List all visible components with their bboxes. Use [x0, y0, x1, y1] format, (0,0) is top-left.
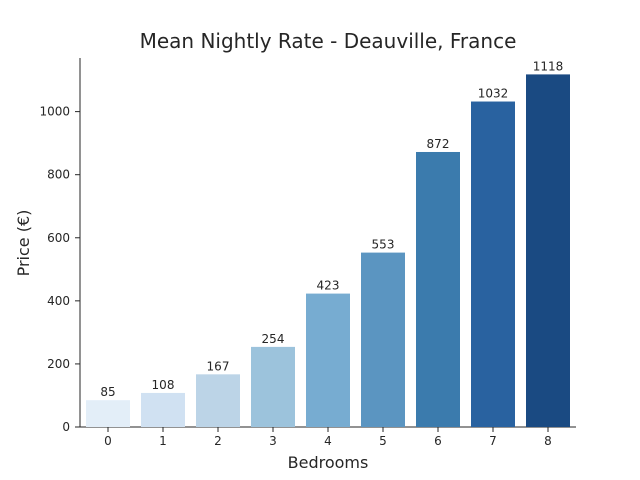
x-tick-label-7: 7 — [489, 434, 497, 448]
data-label-0: 85 — [100, 385, 115, 399]
x-tick-label-0: 0 — [104, 434, 112, 448]
data-label-6: 872 — [427, 137, 450, 151]
x-tick-label-3: 3 — [269, 434, 277, 448]
data-label-3: 254 — [262, 332, 285, 346]
y-tick-label-0: 0 — [62, 420, 70, 434]
y-tick-label-800: 800 — [47, 168, 70, 182]
y-tick-label-600: 600 — [47, 231, 70, 245]
x-tick-label-2: 2 — [214, 434, 222, 448]
y-axis-label: Price (€) — [14, 210, 33, 277]
data-label-4: 423 — [317, 279, 340, 293]
x-tick-label-4: 4 — [324, 434, 332, 448]
data-label-2: 167 — [207, 359, 230, 373]
y-tick-label-200: 200 — [47, 357, 70, 371]
y-tick-label-1000: 1000 — [39, 105, 70, 119]
bar-5 — [361, 252, 405, 427]
x-tick-label-6: 6 — [434, 434, 442, 448]
y-ticks-group: 0 200 400 600 800 1000 — [39, 105, 80, 434]
x-tick-label-8: 8 — [544, 434, 552, 448]
bar-7 — [471, 101, 515, 428]
y-tick-label-400: 400 — [47, 294, 70, 308]
chart-title: Mean Nightly Rate - Deauville, France — [140, 29, 517, 53]
bar-6 — [416, 151, 460, 427]
bar-2 — [196, 374, 240, 427]
bar-0 — [86, 400, 130, 427]
bars-group — [86, 74, 570, 428]
data-label-7: 1032 — [478, 87, 509, 101]
bar-3 — [251, 346, 295, 427]
x-ticks-group: 0 1 2 3 4 5 6 7 8 — [104, 427, 552, 448]
data-labels-group: 85 108 167 254 423 553 872 1032 1118 — [100, 59, 563, 399]
x-tick-label-1: 1 — [159, 434, 167, 448]
bar-8 — [526, 74, 570, 428]
data-label-8: 1118 — [533, 59, 564, 73]
x-axis-label: Bedrooms — [288, 453, 369, 472]
x-tick-label-5: 5 — [379, 434, 387, 448]
data-label-1: 108 — [152, 378, 175, 392]
data-label-5: 553 — [372, 238, 395, 252]
bar-1 — [141, 392, 185, 427]
bar-4 — [306, 293, 350, 427]
